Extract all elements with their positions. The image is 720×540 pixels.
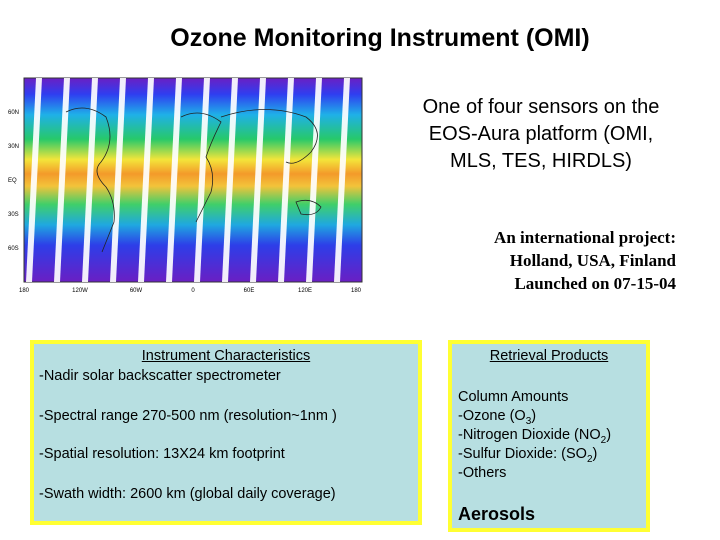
aerosols-label: Aerosols xyxy=(458,504,536,524)
lat-label-30s: 30S xyxy=(8,212,19,218)
page-title: Ozone Monitoring Instrument (OMI) xyxy=(170,24,590,52)
others-item: -Others xyxy=(458,465,507,481)
retrieval-list: Column Amounts -Ozone (O3) -Nitrogen Dio… xyxy=(458,388,611,483)
lat-label-eq: EQ xyxy=(8,178,17,184)
lon-label-120w: 120W xyxy=(72,288,88,294)
map-plot-area xyxy=(23,77,363,283)
lon-label-60w: 60W xyxy=(130,288,143,294)
lat-label-60n: 60N xyxy=(8,110,19,116)
project-line-3: Launched on 07-15-04 xyxy=(514,274,676,293)
lon-label-60e: 60E xyxy=(244,288,255,294)
project-line-1: An international project: xyxy=(494,228,676,247)
characteristic-item: -Swath width: 2600 km (global daily cove… xyxy=(39,486,336,502)
project-info: An international project: Holland, USA, … xyxy=(390,226,676,295)
coastlines xyxy=(65,107,322,253)
lat-label-30n: 30N xyxy=(8,144,19,150)
characteristic-item: -Spectral range 270-500 nm (resolution~1… xyxy=(39,408,337,424)
description-line-1: One of four sensors on the xyxy=(422,96,660,118)
instrument-characteristics-box: Instrument Characteristics -Nadir solar … xyxy=(30,340,422,525)
retrieval-heading: Retrieval Products xyxy=(489,348,609,364)
lon-label-180e: 180 xyxy=(351,288,362,294)
ozone-global-map: 60N 30N EQ 30S 60S 180 120W 60W 0 60E 12… xyxy=(6,72,370,298)
column-amounts-heading: Column Amounts xyxy=(458,389,569,405)
lat-axis-labels: 60N 30N EQ 30S 60S xyxy=(8,110,19,252)
characteristic-item: -Spatial resolution: 13X24 km footprint xyxy=(39,446,285,462)
so2-item: -Sulfur Dioxide: (SO2) xyxy=(458,446,598,465)
no2-item: -Nitrogen Dioxide (NO2) xyxy=(458,427,612,446)
lon-label-120e: 120E xyxy=(298,288,312,294)
characteristic-item: -Nadir solar backscatter spectrometer xyxy=(39,368,281,384)
lon-label-180w: 180 xyxy=(19,288,30,294)
retrieval-products-box: Retrieval Products Column Amounts -Ozone… xyxy=(448,340,650,532)
swath-gaps xyxy=(26,78,350,282)
lon-axis-labels: 180 120W 60W 0 60E 120E 180 xyxy=(19,288,362,294)
project-line-2: Holland, USA, Finland xyxy=(509,251,676,270)
lon-label-0: 0 xyxy=(191,288,195,294)
description-line-3: MLS, TES, HIRDLS) xyxy=(450,150,632,172)
ozone-item: -Ozone (O3) xyxy=(458,408,537,427)
description-line-2: EOS-Aura platform (OMI, xyxy=(428,123,654,145)
characteristics-heading: Instrument Characteristics xyxy=(141,348,311,364)
sensor-description: One of four sensors on the EOS-Aura plat… xyxy=(378,94,704,175)
lat-label-60s: 60S xyxy=(8,246,19,252)
